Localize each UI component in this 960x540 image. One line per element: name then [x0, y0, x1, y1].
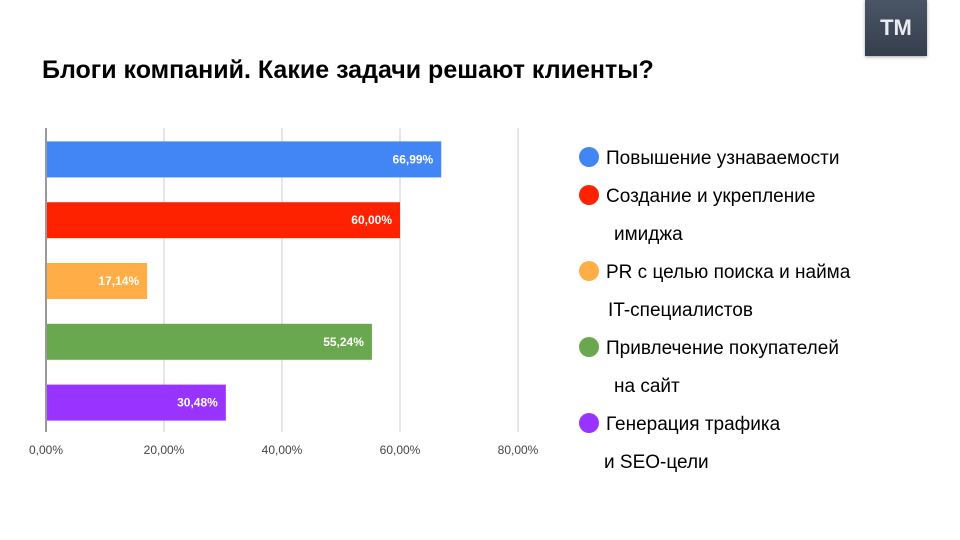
chart-x-axis-ticks: 0,00% 20,00% 40,00% 60,00% 80,00% — [29, 443, 539, 457]
legend-item: Повышение узнаваемости — [578, 140, 918, 178]
bar — [47, 141, 442, 178]
legend-item: PR с целью поиска и найма IT-специалисто… — [578, 254, 918, 330]
bar-data-label: 55,24% — [323, 335, 364, 349]
legend-marker — [579, 413, 599, 433]
legend-label-continued: и SEO-цели — [604, 452, 709, 473]
bar-data-label: 17,14% — [98, 274, 139, 288]
legend-label: PR с целью поиска и найма — [606, 262, 851, 283]
chart-grid — [45, 128, 519, 432]
legend-marker — [579, 147, 599, 167]
chart-legend: Повышение узнаваемости Создание и укрепл… — [578, 140, 918, 482]
x-tick-label: 20,00% — [144, 443, 185, 457]
bar-data-label: 30,48% — [177, 396, 218, 410]
x-tick-label: 60,00% — [380, 443, 421, 457]
legend-item: Создание и укрепление имиджа — [578, 178, 918, 254]
bar-data-label: 66,99% — [393, 152, 434, 166]
legend-item: Генерация трафика и SEO-цели — [578, 406, 918, 482]
legend-item: Привлечение покупателей на сайт — [578, 330, 918, 406]
legend-label-continued: имиджа — [614, 224, 683, 245]
legend-label: Привлечение покупателей — [606, 338, 839, 359]
x-tick-label: 0,00% — [29, 443, 63, 457]
bar — [47, 202, 400, 239]
legend-label-continued: на сайт — [614, 376, 680, 397]
page-title: Блоги компаний. Какие задачи решают клие… — [42, 56, 654, 84]
legend-label: Генерация трафика — [606, 414, 781, 435]
bar-data-label: 60,00% — [351, 213, 392, 227]
bar — [47, 263, 148, 299]
bar — [47, 323, 372, 360]
legend-marker — [579, 261, 599, 281]
brand-logo: TM — [865, 0, 927, 56]
brand-logo-text: TM — [880, 15, 912, 40]
bar-chart: 66,99% 60,00% 17,14% 55,24% 30,48% 0,00% 20,0… — [29, 128, 539, 457]
legend-label-continued: IT-специалистов — [608, 300, 753, 321]
chart-bars — [47, 141, 442, 421]
legend-label: Создание и укрепление — [606, 186, 816, 207]
chart-data-labels: 66,99% 60,00% 17,14% 55,24% 30,48% — [98, 152, 433, 409]
x-tick-label: 40,00% — [262, 443, 303, 457]
legend-marker — [579, 337, 599, 357]
x-tick-label: 80,00% — [498, 443, 539, 457]
legend-marker — [579, 185, 599, 205]
bar — [47, 384, 226, 421]
legend-label: Повышение узнаваемости — [606, 148, 840, 169]
